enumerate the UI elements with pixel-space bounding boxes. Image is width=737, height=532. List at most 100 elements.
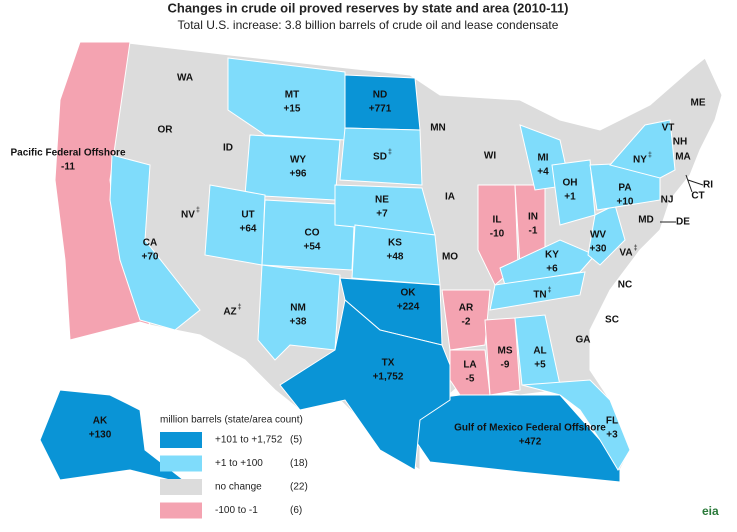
region-label: VA bbox=[619, 248, 632, 259]
region-label: ME bbox=[691, 98, 706, 109]
region-value: +1 bbox=[564, 192, 576, 203]
region-value: -1 bbox=[529, 226, 538, 237]
region-value: +96 bbox=[290, 169, 307, 180]
region-shape bbox=[339, 127, 423, 186]
region-label: MA bbox=[675, 152, 691, 163]
region-label: KS bbox=[388, 238, 402, 249]
legend-label: +101 to +1,752 bbox=[215, 435, 283, 446]
region-value: +30 bbox=[590, 244, 607, 255]
region-shape bbox=[441, 289, 491, 351]
region-label: IL bbox=[493, 215, 502, 226]
region-label: VT bbox=[662, 123, 675, 134]
region-label: OR bbox=[158, 125, 174, 136]
legend-label: -100 to -1 bbox=[215, 505, 258, 516]
region-shape bbox=[244, 134, 341, 201]
region-label: AR bbox=[459, 303, 474, 314]
region-value: -10 bbox=[490, 229, 505, 240]
region-note: ‡ bbox=[634, 245, 638, 252]
region-value: +70 bbox=[142, 252, 159, 263]
region-label: AZ bbox=[223, 307, 236, 318]
region-value: +54 bbox=[304, 242, 321, 253]
region-label: NY bbox=[633, 155, 647, 166]
region-value: +15 bbox=[284, 104, 301, 115]
region-value: +4 bbox=[537, 167, 549, 178]
region-label: NC bbox=[618, 280, 632, 291]
region-label: GA bbox=[576, 335, 591, 346]
region-value: -2 bbox=[462, 317, 471, 328]
region-label: OH bbox=[563, 178, 578, 189]
region-label: KY bbox=[545, 250, 559, 261]
region-label: TX bbox=[382, 358, 395, 369]
region-label: NJ bbox=[661, 195, 674, 206]
region-label: ND bbox=[373, 90, 387, 101]
region-value: +1,752 bbox=[373, 372, 404, 383]
region-label: WA bbox=[177, 73, 193, 84]
region-label: NV bbox=[181, 210, 195, 221]
title: Changes in crude oil proved reserves by … bbox=[167, 0, 568, 15]
legend-title: million barrels (state/area count) bbox=[160, 415, 303, 426]
region-value: +5 bbox=[534, 360, 546, 371]
region-shape bbox=[414, 394, 621, 483]
region-shape bbox=[54, 41, 151, 341]
leader-line bbox=[687, 179, 704, 186]
region-label: ID bbox=[223, 143, 233, 154]
legend-swatch bbox=[160, 502, 202, 519]
region-value: +130 bbox=[89, 430, 112, 441]
region-shape bbox=[449, 349, 491, 396]
region-label: Pacific Federal Offshore bbox=[10, 148, 125, 159]
legend-count: (22) bbox=[290, 482, 308, 493]
region-label: CT bbox=[691, 191, 704, 202]
region-shape bbox=[109, 154, 201, 331]
region-label: NM bbox=[290, 303, 306, 314]
region-label: NH bbox=[673, 137, 687, 148]
legend-swatch bbox=[160, 479, 202, 495]
region-label: UT bbox=[241, 210, 254, 221]
legend-count: (18) bbox=[290, 458, 308, 469]
region-label: IA bbox=[445, 192, 455, 203]
region-value: +472 bbox=[519, 437, 542, 448]
region-value: +3 bbox=[606, 430, 618, 441]
region-label: MD bbox=[638, 215, 654, 226]
leader-line bbox=[685, 174, 693, 193]
region-label: MS bbox=[498, 346, 513, 357]
region-label: WV bbox=[590, 230, 606, 241]
region-value: +771 bbox=[369, 104, 392, 115]
region-label: AL bbox=[533, 346, 546, 357]
region-shape bbox=[489, 271, 586, 311]
region-note: ‡ bbox=[548, 287, 552, 294]
region-label: OK bbox=[401, 288, 417, 299]
region-label: TN bbox=[533, 290, 546, 301]
region-shape bbox=[609, 119, 676, 179]
legend: million barrels (state/area count) +101 t… bbox=[160, 415, 308, 519]
region-note: ‡ bbox=[196, 207, 200, 214]
region-shape bbox=[484, 317, 521, 396]
region-label: PA bbox=[618, 183, 631, 194]
region-label: DE bbox=[676, 217, 690, 228]
region-label: MN bbox=[430, 123, 446, 134]
region-label: AK bbox=[93, 416, 108, 427]
region-shape bbox=[279, 299, 451, 471]
region-shape bbox=[227, 57, 346, 141]
region-label: CO bbox=[305, 228, 320, 239]
subtitle: Total U.S. increase: 3.8 billion barrels… bbox=[178, 18, 559, 32]
region-label: WY bbox=[290, 155, 306, 166]
region-label: WI bbox=[484, 151, 496, 162]
region-value: +7 bbox=[376, 209, 388, 220]
region-value: +6 bbox=[546, 264, 558, 275]
legend-swatch bbox=[160, 455, 202, 472]
region-value: +64 bbox=[240, 224, 257, 235]
region-shape bbox=[521, 379, 631, 471]
region-value: +10 bbox=[617, 197, 634, 208]
region-note: ‡ bbox=[238, 304, 242, 311]
region-value: +38 bbox=[290, 317, 307, 328]
region-note: ‡ bbox=[388, 149, 392, 156]
legend-count: (5) bbox=[290, 435, 302, 446]
legend-count: (6) bbox=[290, 505, 302, 516]
region-value: +48 bbox=[387, 252, 404, 263]
region-label: LA bbox=[463, 360, 476, 371]
region-label: SC bbox=[605, 315, 619, 326]
legend-label: no change bbox=[215, 482, 262, 493]
labels: Pacific Federal Offshore -11 AK +130 WA OR CA +… bbox=[10, 73, 713, 448]
region-label: MO bbox=[442, 252, 458, 263]
